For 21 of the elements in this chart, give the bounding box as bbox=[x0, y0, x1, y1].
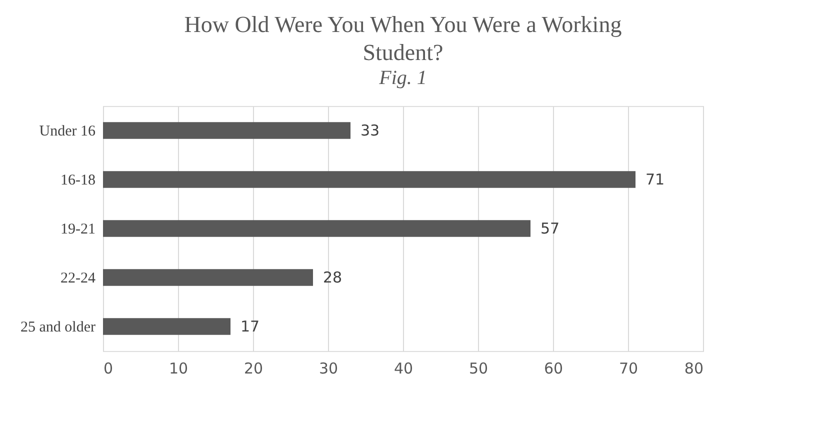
data-label: 28 bbox=[323, 268, 342, 286]
x-tick-label: 20 bbox=[244, 360, 264, 378]
chart-title: How Old Were You When You Were a Working Student? bbox=[184, 12, 622, 65]
x-tick-label: 70 bbox=[618, 360, 638, 378]
x-tick-label: 60 bbox=[544, 360, 564, 378]
y-tick-label: 25 and older bbox=[20, 320, 96, 336]
y-tick-label: 16-18 bbox=[60, 172, 96, 188]
x-tick-label: 80 bbox=[684, 360, 704, 378]
chart-subtitle: Fig. 1 bbox=[378, 67, 427, 89]
data-label: 17 bbox=[240, 318, 260, 336]
y-tick-label: 19-21 bbox=[60, 222, 96, 238]
x-tick-label: 30 bbox=[318, 360, 338, 378]
x-tick-label: 50 bbox=[468, 360, 488, 378]
data-label: 57 bbox=[540, 220, 560, 238]
x-tick-label: 10 bbox=[168, 360, 188, 378]
y-tick-label: 22-24 bbox=[60, 270, 96, 286]
x-tick-label: 40 bbox=[394, 360, 414, 378]
data-label: 71 bbox=[646, 170, 665, 188]
y-tick-label: Under 16 bbox=[39, 124, 96, 140]
x-tick-label: 0 bbox=[104, 360, 114, 378]
data-label: 33 bbox=[360, 122, 380, 140]
